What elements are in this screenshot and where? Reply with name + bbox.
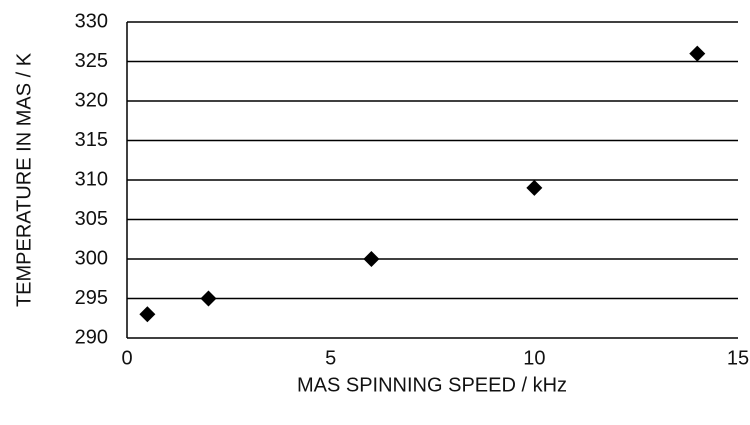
x-tick-label: 15 xyxy=(727,347,749,369)
x-tick-label: 10 xyxy=(523,347,545,369)
x-axis-label: MAS SPINNING SPEED / kHz xyxy=(297,374,567,396)
y-tick-label: 320 xyxy=(75,89,108,111)
y-tick-label: 330 xyxy=(75,10,108,32)
point xyxy=(200,290,217,307)
point xyxy=(139,306,156,323)
point xyxy=(689,45,706,62)
y-tick-label: 305 xyxy=(75,208,108,230)
y-tick-label: 290 xyxy=(75,326,108,348)
y-tick-label: 300 xyxy=(75,247,108,269)
y-tick-label: 295 xyxy=(75,287,108,309)
x-tick-label: 0 xyxy=(121,347,132,369)
y-tick-label: 315 xyxy=(75,129,108,151)
y-tick-label: 310 xyxy=(75,168,108,190)
point xyxy=(526,179,543,196)
point xyxy=(363,251,380,267)
x-tick-label: 5 xyxy=(325,347,336,369)
y-tick-label: 325 xyxy=(75,50,108,72)
y-axis-label: TEMPERATURE IN MAS / K xyxy=(13,52,35,307)
